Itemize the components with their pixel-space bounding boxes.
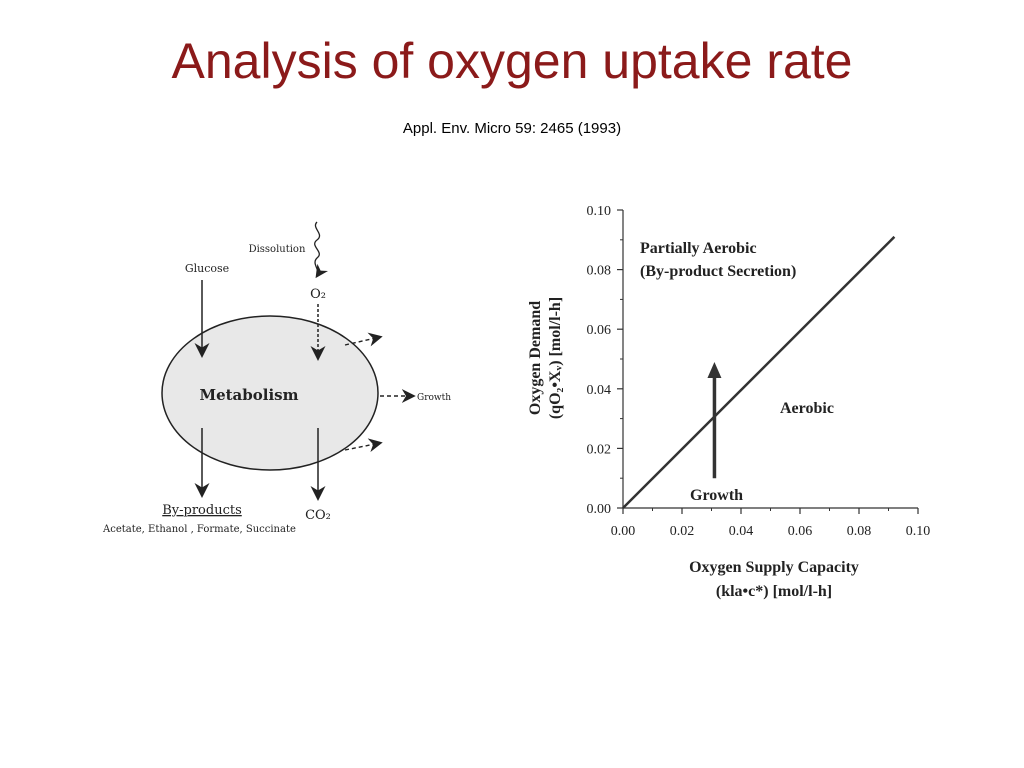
y-tick-label: 0.04	[587, 383, 612, 398]
annotation-growth: Growth	[690, 487, 743, 504]
x-tick-label: 0.10	[906, 524, 931, 539]
x-tick-label: 0.02	[670, 524, 695, 539]
slide-title: Analysis of oxygen uptake rate	[171, 33, 853, 89]
x-tick-label: 0.06	[788, 524, 813, 539]
annotation-aerobic: Aerobic	[780, 400, 834, 417]
plot-area: 0.00 0.02 0.04 0.06 0.08 0.10 0.00 0.02 0.04 0.06…	[587, 204, 931, 539]
growth-label: Growth	[417, 393, 451, 403]
x-axis-label: Oxygen Supply Capacity	[689, 559, 859, 576]
dissolution-squiggle-icon	[314, 221, 329, 279]
y-tick-label: 0.00	[587, 502, 612, 517]
o2-label: O₂	[310, 287, 326, 302]
y-tick-label: 0.08	[587, 264, 612, 279]
byproducts-label: By-products	[162, 503, 242, 518]
annotation-byproduct-secretion: (By-product Secretion)	[640, 263, 796, 280]
oxygen-demand-chart: 0.00 0.02 0.04 0.06 0.08 0.10 0.00 0.02 0.04 0.06…	[527, 204, 931, 600]
byproducts-list: Acetate, Ethanol , Formate, Succinate	[102, 524, 296, 535]
y-tick-label: 0.06	[587, 323, 612, 338]
y-axis-unit: (qO₂•Xᵥ) [mol/l-h]	[547, 297, 564, 419]
co2-label: CO₂	[305, 508, 331, 523]
y-tick-label: 0.02	[587, 442, 612, 457]
x-tick-label: 0.08	[847, 524, 872, 539]
glucose-label: Glucose	[185, 262, 229, 275]
y-axis-label: Oxygen Demand	[527, 301, 544, 415]
x-tick-label: 0.04	[729, 524, 754, 539]
outflow-arrow-top	[344, 332, 383, 347]
growth-arrow-head	[707, 361, 722, 378]
annotation-partially-aerobic: Partially Aerobic	[640, 240, 757, 257]
y-tick-label: 0.10	[587, 204, 612, 219]
metabolism-label: Metabolism	[199, 386, 298, 404]
metabolism-diagram: Metabolism Glucose Dissolution O₂ Growth…	[102, 221, 451, 535]
outflow-arrow-bottom	[344, 438, 383, 453]
demand-supply-line	[622, 235, 896, 509]
x-tick-label: 0.00	[611, 524, 636, 539]
x-axis-unit: (kla•c*) [mol/l-h]	[716, 583, 832, 600]
citation: Appl. Env. Micro 59: 2465 (1993)	[402, 120, 622, 137]
dissolution-label: Dissolution	[249, 244, 306, 255]
